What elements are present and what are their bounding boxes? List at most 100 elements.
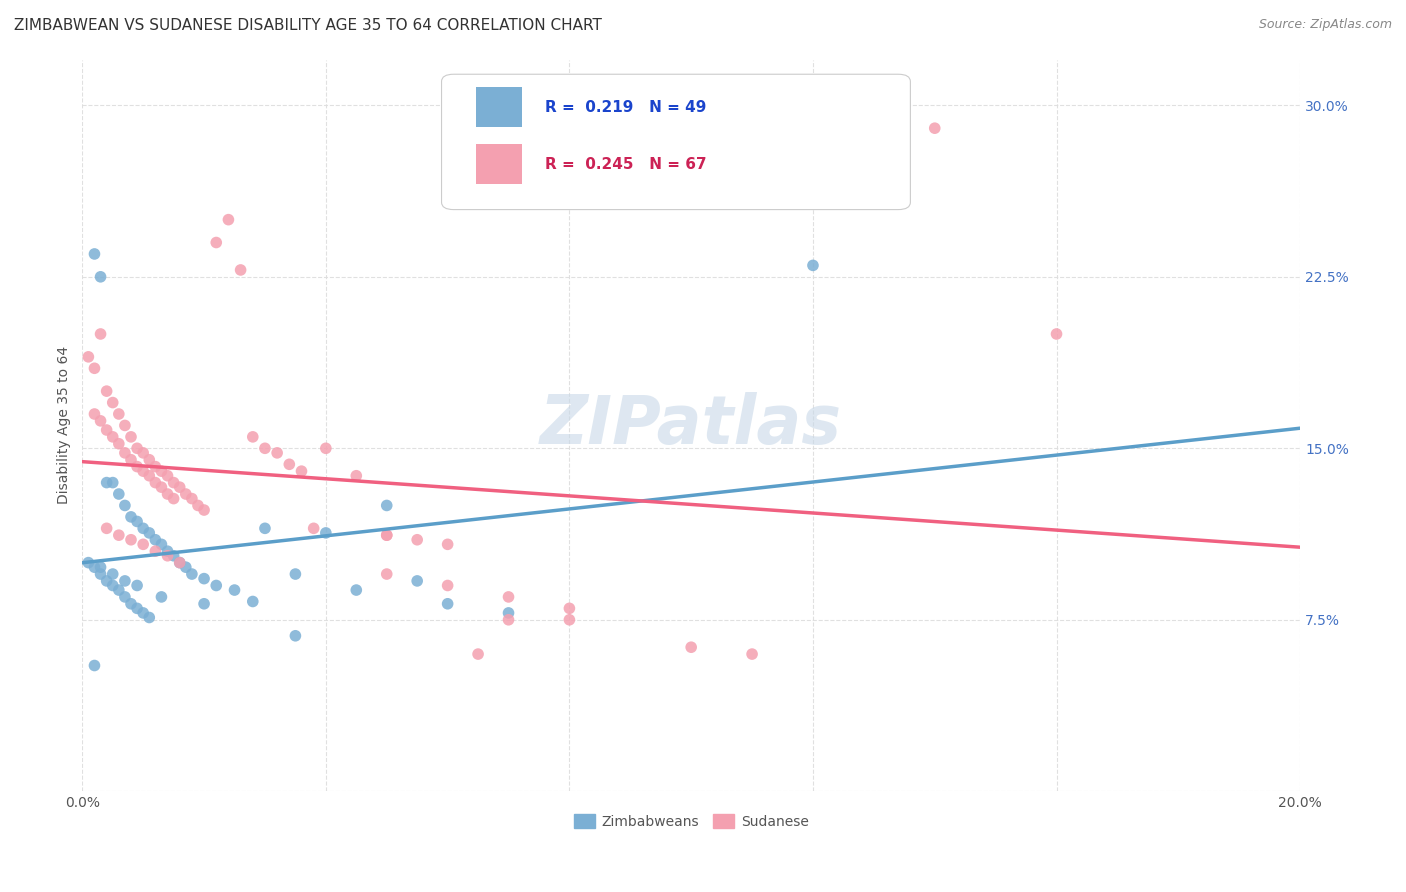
Point — [101, 578, 124, 592]
Point — [127, 459, 149, 474]
Point — [83, 560, 105, 574]
Point — [83, 658, 105, 673]
Point — [143, 533, 166, 547]
Point — [114, 499, 136, 513]
Point — [156, 468, 179, 483]
Point — [156, 487, 179, 501]
Point — [138, 452, 160, 467]
Point — [114, 446, 136, 460]
Point — [132, 464, 155, 478]
Point — [801, 259, 824, 273]
Point — [375, 528, 398, 542]
Point — [114, 574, 136, 588]
Point — [101, 567, 124, 582]
Point — [90, 560, 112, 574]
Point — [180, 491, 202, 506]
Point — [242, 430, 264, 444]
Legend: Zimbabweans, Sudanese: Zimbabweans, Sudanese — [567, 807, 815, 836]
Point — [96, 423, 118, 437]
Point — [174, 487, 197, 501]
Point — [127, 442, 149, 456]
Point — [217, 212, 239, 227]
Point — [90, 326, 112, 341]
Point — [96, 574, 118, 588]
Point — [132, 606, 155, 620]
Point — [558, 601, 581, 615]
Point — [96, 384, 118, 398]
Point — [108, 582, 131, 597]
Point — [83, 407, 105, 421]
Point — [315, 525, 337, 540]
Point — [120, 509, 142, 524]
Text: R =  0.245   N = 67: R = 0.245 N = 67 — [546, 156, 707, 171]
Text: R =  0.219   N = 49: R = 0.219 N = 49 — [546, 100, 706, 115]
Point — [162, 549, 184, 563]
Point — [436, 597, 458, 611]
Point — [266, 446, 288, 460]
Text: ZIPatlas: ZIPatlas — [540, 392, 842, 458]
Point — [150, 590, 173, 604]
Point — [127, 515, 149, 529]
Point — [150, 537, 173, 551]
Point — [138, 525, 160, 540]
Point — [498, 590, 520, 604]
Point — [315, 442, 337, 456]
Point — [375, 499, 398, 513]
Point — [90, 567, 112, 582]
Point — [101, 430, 124, 444]
Point — [96, 521, 118, 535]
Point — [375, 528, 398, 542]
Point — [156, 549, 179, 563]
Point — [278, 458, 301, 472]
FancyBboxPatch shape — [441, 74, 911, 210]
Point — [114, 418, 136, 433]
Point — [156, 544, 179, 558]
Point — [169, 480, 191, 494]
Text: ZIMBABWEAN VS SUDANESE DISABILITY AGE 35 TO 64 CORRELATION CHART: ZIMBABWEAN VS SUDANESE DISABILITY AGE 35… — [14, 18, 602, 33]
Point — [253, 521, 276, 535]
Point — [101, 395, 124, 409]
Point — [108, 407, 131, 421]
Point — [436, 537, 458, 551]
Point — [205, 578, 228, 592]
Point — [77, 350, 100, 364]
Point — [344, 468, 367, 483]
Point — [138, 610, 160, 624]
FancyBboxPatch shape — [475, 87, 522, 128]
Point — [77, 556, 100, 570]
Point — [83, 361, 105, 376]
Point — [180, 567, 202, 582]
Point — [169, 556, 191, 570]
Point — [132, 446, 155, 460]
Point — [681, 640, 703, 655]
Point — [90, 414, 112, 428]
Point — [114, 590, 136, 604]
Point — [284, 567, 307, 582]
Point — [375, 567, 398, 582]
Point — [205, 235, 228, 250]
Point — [132, 537, 155, 551]
Point — [498, 613, 520, 627]
Point — [193, 597, 215, 611]
Point — [90, 269, 112, 284]
Point — [344, 582, 367, 597]
Point — [127, 601, 149, 615]
Point — [193, 503, 215, 517]
Point — [162, 475, 184, 490]
Point — [284, 629, 307, 643]
Point — [467, 647, 489, 661]
Point — [132, 521, 155, 535]
Point — [290, 464, 312, 478]
Text: Source: ZipAtlas.com: Source: ZipAtlas.com — [1258, 18, 1392, 31]
Point — [83, 247, 105, 261]
Point — [150, 464, 173, 478]
Point — [229, 263, 252, 277]
Point — [302, 521, 325, 535]
Point — [436, 578, 458, 592]
Point — [101, 475, 124, 490]
Point — [108, 487, 131, 501]
Point — [120, 430, 142, 444]
Point — [120, 597, 142, 611]
Point — [242, 594, 264, 608]
Point — [174, 560, 197, 574]
